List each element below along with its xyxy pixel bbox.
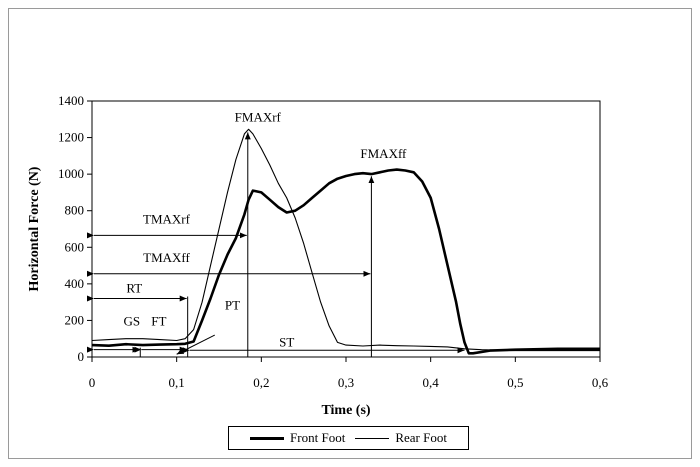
x-tick-label: 0,1 bbox=[169, 375, 185, 390]
x-tick-label: 0,4 bbox=[423, 375, 440, 390]
x-tick-label: 0 bbox=[89, 375, 96, 390]
annotation-label-tmaxrf: TMAXrf bbox=[143, 211, 191, 226]
chart-frame bbox=[8, 8, 692, 459]
y-tick-label: 600 bbox=[65, 239, 85, 254]
annotation-label-fmaxff: FMAXff bbox=[360, 146, 407, 161]
legend-swatch-front-foot bbox=[250, 436, 285, 440]
legend-label-rear-foot: Rear Foot bbox=[395, 430, 447, 445]
plot-area bbox=[91, 100, 601, 358]
legend-item-front-foot: Front Foot bbox=[250, 430, 345, 446]
legend: Front Foot Rear Foot bbox=[228, 426, 469, 450]
x-tick-label: 0,5 bbox=[507, 375, 523, 390]
annotation-label-rt: RT bbox=[126, 280, 142, 295]
x-tick-label: 0,2 bbox=[253, 375, 269, 390]
y-tick-label: 0 bbox=[78, 349, 85, 364]
annotation-label-st: ST bbox=[279, 334, 294, 349]
series-line-front-foot bbox=[91, 168, 600, 355]
x-axis-title: Time (s) bbox=[321, 403, 370, 418]
y-axis-title: Horizontal Force (N) bbox=[27, 166, 42, 291]
annotation-label-tmaxff: TMAXff bbox=[143, 250, 190, 265]
y-tick-label: 200 bbox=[65, 312, 85, 327]
annotation-label-gs: GS bbox=[123, 314, 140, 329]
x-axis: 0 0,1 0,2 0,3 0,4 0,5 0,6 bbox=[89, 357, 609, 390]
series-line-rear-foot bbox=[91, 128, 600, 352]
series-layer bbox=[91, 128, 600, 355]
legend-swatch-rear-foot bbox=[355, 437, 390, 439]
x-tick-label: 0,3 bbox=[338, 375, 354, 390]
annotation-label-fmaxrf: FMAXrf bbox=[235, 109, 282, 124]
y-axis: 0 200 400 600 800 1000 1200 1400 bbox=[58, 93, 92, 364]
y-tick-label: 1200 bbox=[58, 130, 84, 145]
legend-item-rear-foot: Rear Foot bbox=[355, 430, 447, 446]
annotation-label-pt: PT bbox=[225, 298, 240, 313]
y-tick-label: 400 bbox=[65, 276, 85, 291]
y-tick-label: 800 bbox=[65, 203, 85, 218]
annotation-label-ft: FT bbox=[151, 314, 166, 329]
x-tick-label: 0,6 bbox=[592, 375, 609, 390]
legend-label-front-foot: Front Foot bbox=[290, 430, 346, 445]
y-tick-label: 1000 bbox=[58, 166, 84, 181]
y-tick-label: 1400 bbox=[58, 93, 84, 108]
